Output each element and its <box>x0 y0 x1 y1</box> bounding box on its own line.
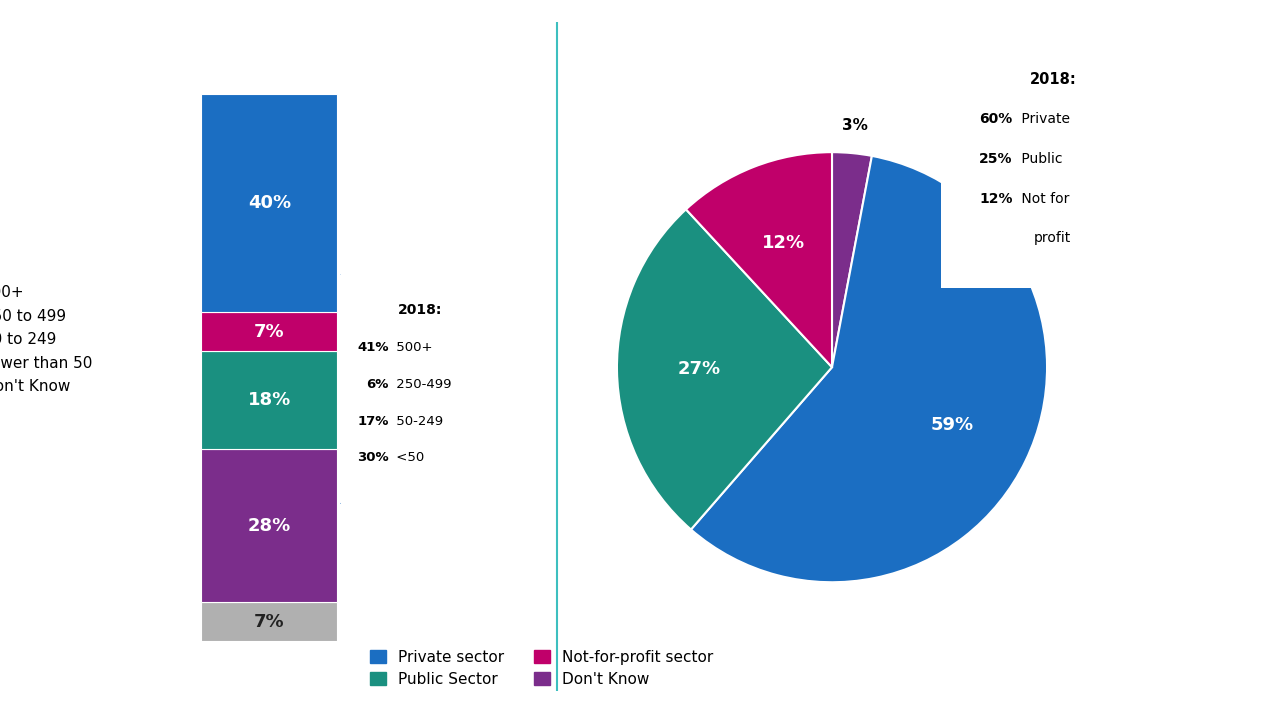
Text: Private: Private <box>1016 112 1070 126</box>
Text: 2018:: 2018: <box>398 303 443 318</box>
Text: Public: Public <box>1016 152 1062 166</box>
Text: 27%: 27% <box>677 360 721 378</box>
Text: 25%: 25% <box>979 152 1012 166</box>
Bar <box>201 449 338 603</box>
Bar <box>201 94 338 312</box>
Text: 6%: 6% <box>366 378 389 391</box>
Text: <50: <50 <box>392 451 424 464</box>
Text: Not for: Not for <box>1016 192 1069 206</box>
Text: 12%: 12% <box>979 192 1012 206</box>
Wedge shape <box>686 152 832 367</box>
Text: 30%: 30% <box>357 451 389 464</box>
FancyBboxPatch shape <box>937 35 1170 293</box>
Text: 3%: 3% <box>842 118 868 132</box>
Text: 41%: 41% <box>357 341 389 354</box>
Text: 2018:: 2018: <box>1029 72 1076 87</box>
Legend: Private sector, Public Sector, Not-for-profit sector, Don't Know: Private sector, Public Sector, Not-for-p… <box>364 644 719 693</box>
Wedge shape <box>617 210 832 529</box>
Text: 18%: 18% <box>248 391 291 409</box>
Bar <box>201 312 338 351</box>
Text: 40%: 40% <box>248 194 291 212</box>
Text: profit: profit <box>1034 231 1071 246</box>
FancyBboxPatch shape <box>338 269 504 508</box>
Legend: 500+, 250 to 499, 50 to 249, Fewer than 50, Don't Know: 500+, 250 to 499, 50 to 249, Fewer than … <box>0 279 99 400</box>
Wedge shape <box>832 152 872 367</box>
Text: 250-499: 250-499 <box>392 378 451 391</box>
Text: 17%: 17% <box>357 415 389 428</box>
Text: 12%: 12% <box>762 234 805 252</box>
Text: 7%: 7% <box>255 323 284 341</box>
Text: 50-249: 50-249 <box>392 415 443 428</box>
Text: 500+: 500+ <box>392 341 433 354</box>
Bar <box>201 603 338 641</box>
Bar <box>201 351 338 449</box>
Wedge shape <box>691 156 1047 582</box>
Text: 7%: 7% <box>255 613 284 631</box>
Text: 28%: 28% <box>248 517 291 535</box>
Text: 59%: 59% <box>931 416 974 434</box>
Text: 60%: 60% <box>979 112 1012 126</box>
